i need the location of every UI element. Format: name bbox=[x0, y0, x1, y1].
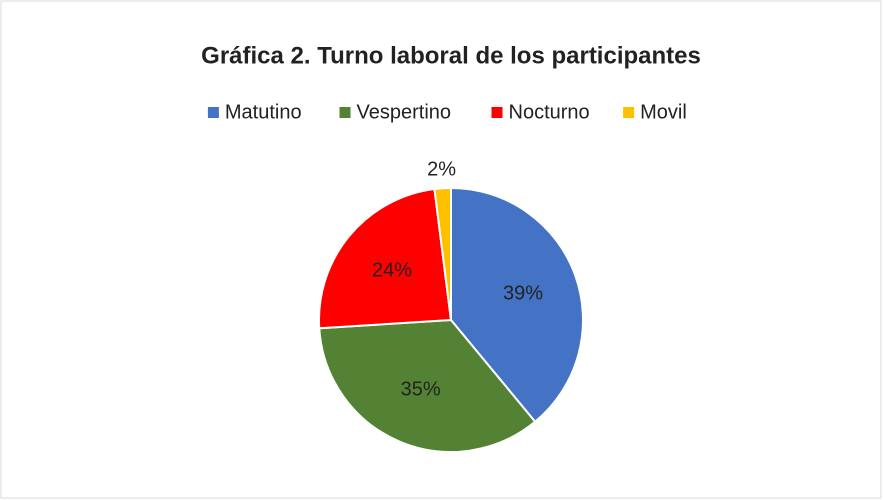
pie-slice bbox=[318, 187, 453, 330]
data-label: 24% bbox=[372, 259, 412, 281]
pie-slice bbox=[450, 186, 584, 424]
legend-label: Nocturno bbox=[509, 101, 590, 123]
legend-swatch bbox=[623, 107, 635, 118]
legend-swatch bbox=[491, 107, 503, 118]
data-label: 35% bbox=[401, 379, 441, 401]
chart-title: Gráfica 2. Turno laboral de los particip… bbox=[201, 42, 701, 69]
legend-label: Movil bbox=[640, 101, 687, 123]
legend-label: Matutino bbox=[225, 101, 302, 123]
legend-label: Vespertino bbox=[357, 101, 452, 123]
legend-swatch bbox=[339, 107, 351, 118]
pie-slice bbox=[318, 318, 537, 453]
data-label: 39% bbox=[503, 282, 543, 304]
pie-slice bbox=[433, 186, 452, 321]
legend-swatch bbox=[207, 107, 219, 118]
data-label: 2% bbox=[427, 159, 456, 181]
